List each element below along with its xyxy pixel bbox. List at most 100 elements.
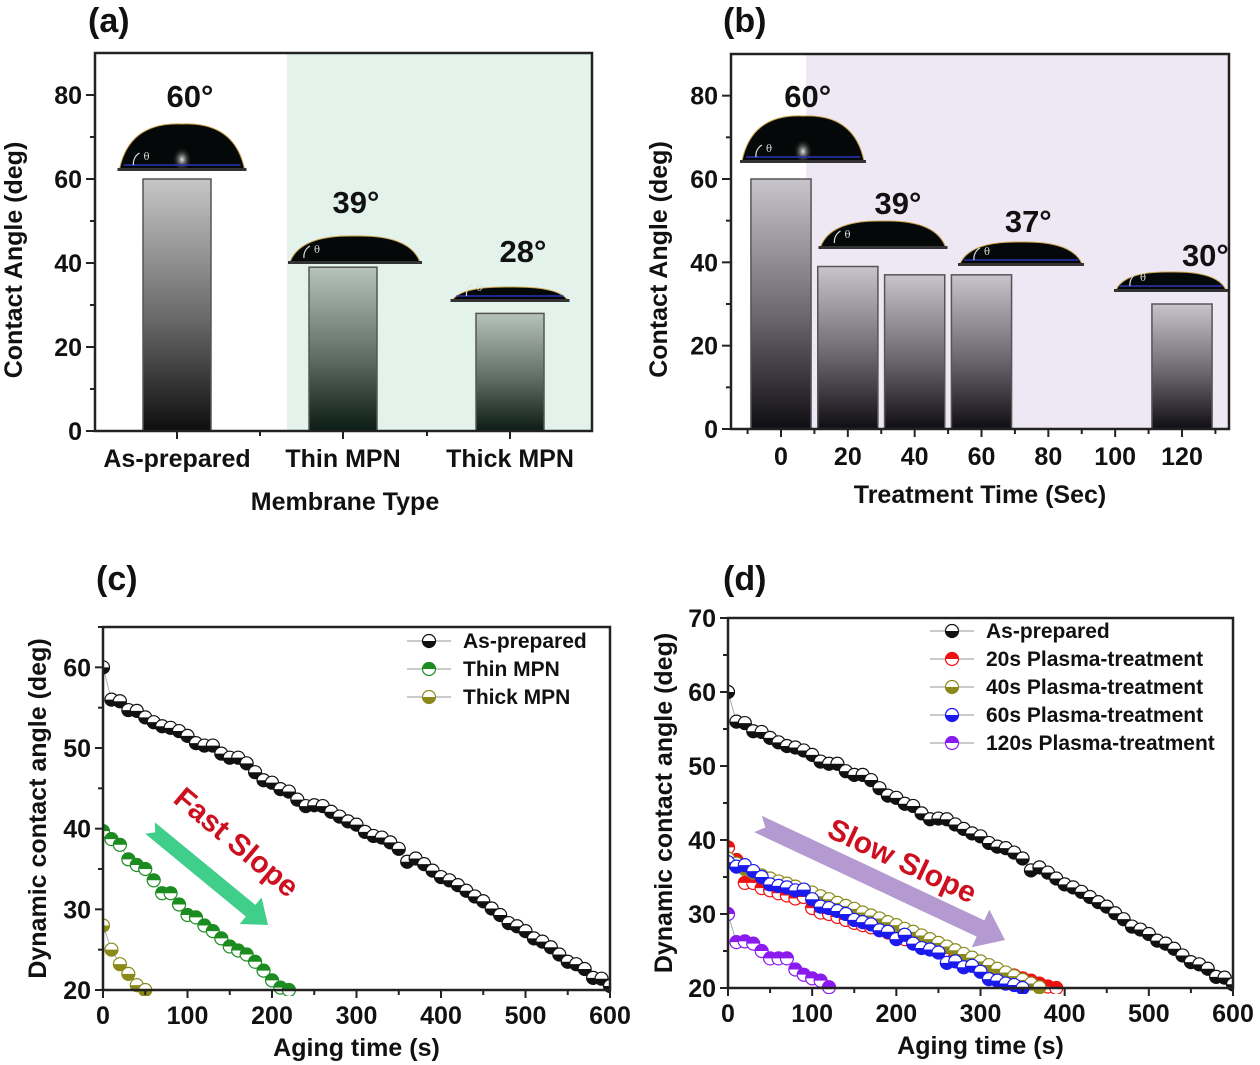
slope-arrow (754, 815, 1006, 948)
x-tick-label: 80 (1034, 443, 1062, 471)
y-tick-label: 80 (54, 82, 82, 110)
marker-fill (113, 838, 127, 845)
panel-label-b: (b) (723, 2, 766, 40)
x-tick-label: 0 (774, 443, 788, 471)
legend-item: Thick MPN (407, 686, 570, 709)
droplet-image-thin-mpn: θ (288, 235, 422, 264)
y-tick-label: 50 (63, 735, 91, 763)
x-tick-label: 100 (1094, 443, 1136, 471)
legend-marker (944, 623, 960, 639)
legend-marker (944, 679, 960, 695)
series-thin-mpn (103, 823, 296, 996)
panel-b-y-axis-title: Contact Angle (deg) (645, 141, 673, 378)
droplet-shape (819, 220, 947, 248)
y-tick-label: 20 (63, 977, 91, 1005)
y-tick-label: 80 (690, 83, 718, 111)
panel-a-x-axis-title: Membrane Type (251, 488, 440, 516)
x-tick-label: 0 (721, 1000, 735, 1028)
data-point (349, 817, 364, 832)
droplet-substrate (1114, 289, 1228, 292)
bar-annotation: 39° (333, 185, 380, 220)
panel-d-x-axis-title: Aging time (s) (897, 1032, 1064, 1060)
bar-annotation: 60° (784, 79, 831, 114)
legend-item: As-prepared (930, 620, 1110, 643)
droplet-shape (959, 241, 1083, 265)
legend-item: 40s Plasma-treatment (930, 676, 1203, 699)
theta-symbol: θ (766, 144, 772, 155)
data-point (728, 906, 736, 922)
panel-label-a: (a) (88, 2, 130, 40)
x-tick-label: 120 (1161, 443, 1203, 471)
x-tick-label: 300 (336, 1002, 378, 1030)
marker-fill (728, 840, 735, 848)
x-tick-label: 100 (791, 1000, 833, 1028)
data-point (103, 918, 111, 933)
x-tick-label: 200 (251, 1002, 293, 1030)
data-point (103, 660, 111, 675)
panel-c-scatter-chart: Fast Slope 20 30 40 50 60 0 100 200 300 400 500 60… (24, 625, 631, 1062)
x-tick-label: 40 (901, 443, 929, 471)
data-point (239, 947, 254, 962)
x-tick-label: 0 (96, 1002, 110, 1030)
panel-d-legend: As-prepared 20s Plasma-treatment 40s Plasm… (930, 620, 1215, 755)
theta-symbol: θ (477, 283, 483, 294)
y-tick-label: 60 (688, 679, 716, 707)
droplet-substrate (818, 246, 948, 249)
legend-item: 120s Plasma-treatment (930, 732, 1215, 755)
data-point (121, 966, 136, 981)
droplet-image-20s: θ (818, 220, 948, 249)
legend-label: 120s Plasma-treatment (986, 732, 1215, 755)
marker-fill (197, 918, 211, 926)
marker-fill (945, 652, 959, 659)
droplet-image-0s: θ (740, 115, 866, 163)
data-point (256, 963, 271, 978)
bar-as-prepared (142, 178, 212, 432)
legend-item: 20s Plasma-treatment (930, 648, 1203, 671)
theta-symbol: θ (1140, 273, 1146, 284)
bar-40s (883, 274, 946, 430)
panel-b-x-axis-title: Treatment Time (Sec) (854, 481, 1106, 509)
panel-a-y-axis-title: Contact Angle (deg) (0, 142, 28, 379)
droplet-image-thick-mpn: θ (450, 283, 570, 302)
x-tick-label: 400 (420, 1002, 462, 1030)
y-tick-label: 0 (704, 416, 718, 444)
marker-fill (945, 631, 959, 638)
marker-fill (945, 715, 959, 722)
droplet-substrate (450, 299, 570, 302)
series-thick-mpn (103, 918, 153, 996)
marker-fill (103, 925, 110, 932)
marker-fill (103, 667, 110, 674)
x-tick-label: 300 (960, 1000, 1002, 1028)
data-point (1015, 851, 1030, 866)
marker-fill (728, 907, 735, 914)
y-tick-label: 40 (54, 250, 82, 278)
marker-fill (931, 952, 945, 959)
droplet-image-as-prepared: θ (117, 123, 247, 171)
x-tick-label: 600 (1212, 1000, 1254, 1028)
y-tick-label: 30 (63, 896, 91, 924)
data-point (728, 684, 736, 700)
legend-marker (944, 651, 960, 667)
x-tick-label: 500 (505, 1002, 547, 1030)
legend-marker (944, 735, 960, 751)
data-point (163, 886, 178, 901)
y-tick-label: 60 (690, 166, 718, 194)
marker-fill (164, 886, 178, 894)
y-tick-label: 60 (54, 166, 82, 194)
droplet-image-120s: θ (1114, 271, 1228, 292)
panel-a-bar-chart: θ θ θ 60° 39° 28° 0 20 40 60 80 As-prepared Thin … (0, 51, 594, 516)
y-tick-label: 40 (688, 827, 716, 855)
marker-fill (265, 973, 279, 981)
droplet-substrate (288, 261, 422, 264)
legend-marker (421, 633, 437, 649)
legend-item: 60s Plasma-treatment (930, 704, 1203, 727)
marker-fill (189, 910, 203, 918)
marker-fill (755, 944, 769, 951)
theta-arc (132, 152, 140, 166)
slope-annotation: Fast Slope (167, 781, 304, 904)
marker-fill (206, 924, 220, 932)
droplet-reflection (169, 137, 195, 169)
y-tick-label: 30 (688, 901, 716, 929)
panel-d-y-axis-title: Dynamic contact angle (deg) (650, 633, 678, 973)
